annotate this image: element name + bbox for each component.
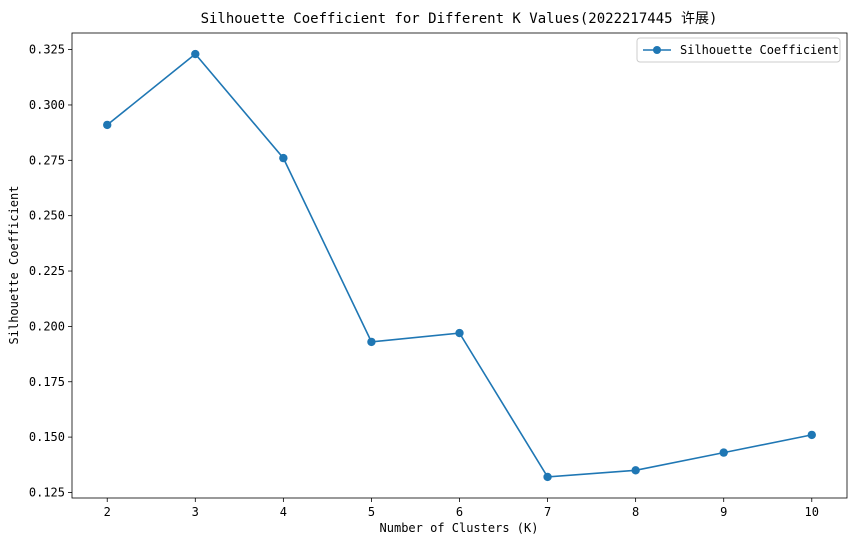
y-tick-label: 0.300 [29, 98, 65, 112]
x-tick-label: 9 [720, 505, 727, 519]
legend: Silhouette Coefficient [636, 37, 841, 63]
y-tick-label: 0.225 [29, 264, 65, 278]
x-tick-label: 7 [544, 505, 551, 519]
chart-title: Silhouette Coefficient for Different K V… [201, 11, 718, 27]
data-point [191, 49, 200, 59]
y-tick-label: 0.125 [29, 485, 65, 499]
series-markers [103, 49, 816, 482]
x-tick-label: 4 [280, 505, 287, 519]
y-tick-label: 0.150 [29, 430, 65, 444]
y-axis-label: Silhouette Coefficient [7, 186, 21, 345]
x-tick-label: 3 [192, 505, 199, 519]
data-point [543, 472, 552, 482]
data-point [367, 337, 376, 347]
x-axis: 2 3 4 5 6 7 8 9 10 [104, 498, 819, 519]
data-point [807, 430, 816, 440]
data-point [455, 328, 464, 338]
data-point [279, 153, 288, 163]
legend-marker-icon [653, 46, 661, 54]
data-point [631, 466, 640, 475]
x-tick-label: 8 [632, 505, 639, 519]
y-tick-label: 0.250 [29, 209, 65, 223]
y-tick-label: 0.175 [29, 375, 65, 389]
legend-box [636, 37, 841, 63]
x-tick-label: 2 [104, 505, 111, 519]
x-tick-label: 6 [456, 505, 463, 519]
data-point [103, 120, 112, 130]
y-axis: 0.125 0.150 0.175 0.200 0.225 0.250 0.275 0.300… [29, 43, 72, 499]
y-tick-label: 0.200 [29, 319, 65, 333]
plot-area [72, 33, 847, 498]
x-tick-label: 5 [368, 505, 375, 519]
y-tick-label: 0.325 [29, 43, 65, 57]
x-tick-label: 10 [805, 505, 819, 519]
data-point [719, 448, 728, 457]
x-axis-label: Number of Clusters (K) [380, 521, 539, 535]
plot-frame [71, 32, 848, 499]
legend-label: Silhouette Coefficient [680, 43, 839, 57]
y-tick-label: 0.275 [29, 153, 65, 167]
